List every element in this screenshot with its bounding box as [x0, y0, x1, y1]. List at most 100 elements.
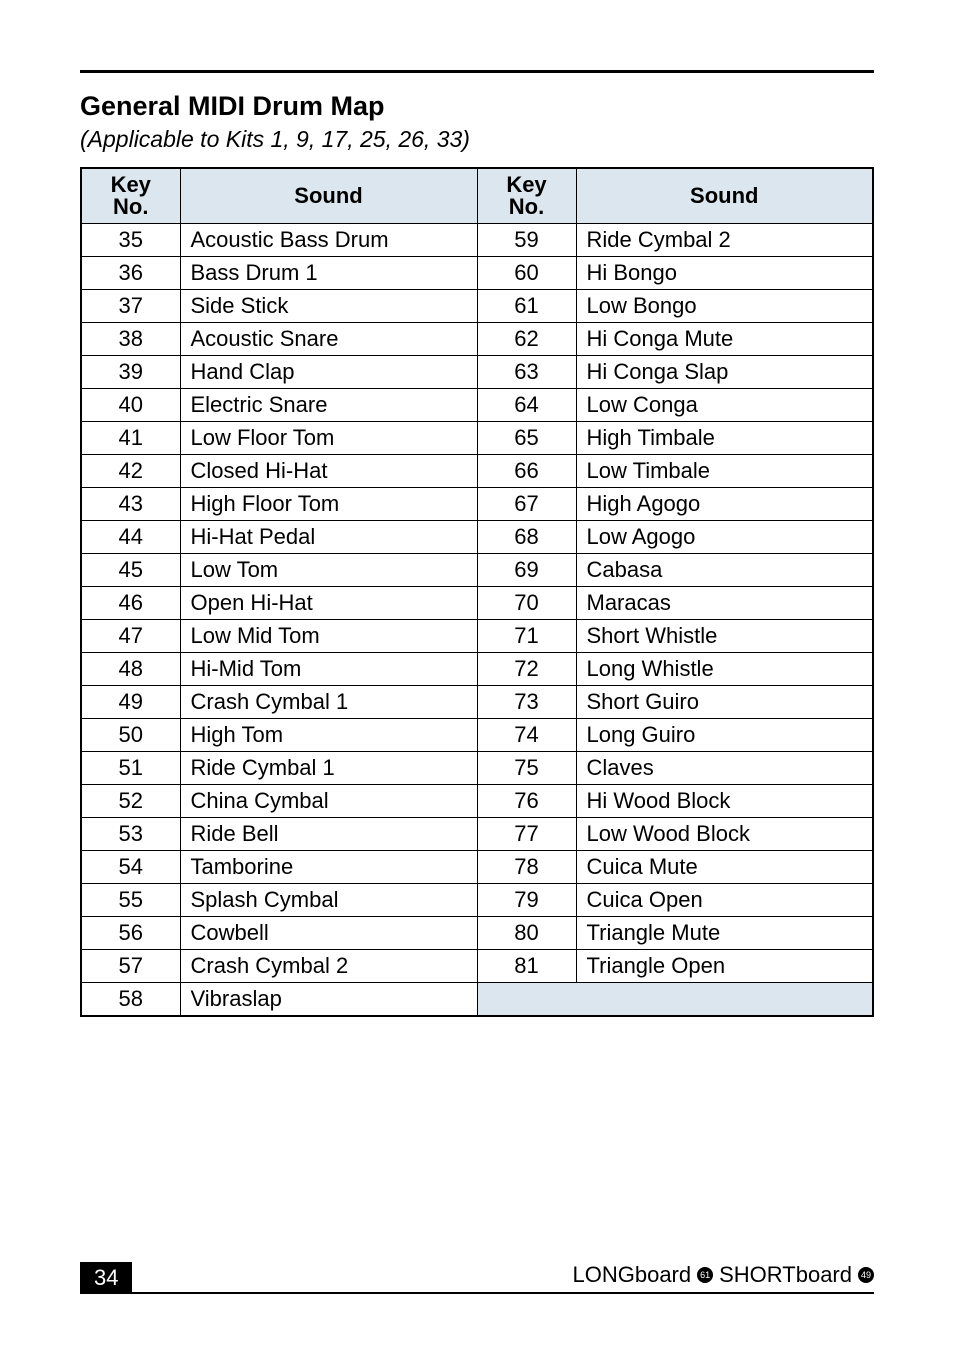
page-number: 34	[80, 1262, 132, 1294]
key-cell: 40	[81, 389, 180, 422]
key-cell: 81	[477, 950, 576, 983]
sound-cell: Low Mid Tom	[180, 620, 477, 653]
sound-cell: Cuica Open	[576, 884, 873, 917]
key-cell: 76	[477, 785, 576, 818]
sound-cell: Electric Snare	[180, 389, 477, 422]
key-cell: 74	[477, 719, 576, 752]
sound-cell: Low Floor Tom	[180, 422, 477, 455]
table-row: 47Low Mid Tom71Short Whistle	[81, 620, 873, 653]
header-key-left: Key No.	[81, 168, 180, 224]
table-row: 43High Floor Tom67High Agogo	[81, 488, 873, 521]
sound-cell: Ride Cymbal 2	[576, 224, 873, 257]
key-cell: 72	[477, 653, 576, 686]
sound-cell: Hi Conga Slap	[576, 356, 873, 389]
page-subtitle: (Applicable to Kits 1, 9, 17, 25, 26, 33…	[80, 126, 874, 153]
footer-product-text: LONGboard 61 SHORTboard 49	[573, 1262, 875, 1288]
key-cell: 37	[81, 290, 180, 323]
key-cell: 63	[477, 356, 576, 389]
table-row: 37Side Stick61Low Bongo	[81, 290, 873, 323]
footer: 34 LONGboard 61 SHORTboard 49	[80, 1262, 874, 1294]
sound-cell: Triangle Open	[576, 950, 873, 983]
header-sound-right: Sound	[576, 168, 873, 224]
table-row: 58Vibraslap	[81, 983, 873, 1017]
table-row: 56Cowbell80Triangle Mute	[81, 917, 873, 950]
key-cell: 58	[81, 983, 180, 1017]
key-cell: 53	[81, 818, 180, 851]
sound-cell: Hand Clap	[180, 356, 477, 389]
sound-cell: Long Whistle	[576, 653, 873, 686]
sound-cell: High Floor Tom	[180, 488, 477, 521]
table-row: 46Open Hi-Hat70Maracas	[81, 587, 873, 620]
sound-cell: Short Whistle	[576, 620, 873, 653]
sound-cell: Low Agogo	[576, 521, 873, 554]
key-cell: 66	[477, 455, 576, 488]
key-cell: 45	[81, 554, 180, 587]
table-row: 48Hi-Mid Tom72Long Whistle	[81, 653, 873, 686]
table-row: 51Ride Cymbal 175Claves	[81, 752, 873, 785]
sound-cell: Ride Bell	[180, 818, 477, 851]
table-row: 36Bass Drum 160Hi Bongo	[81, 257, 873, 290]
product-name-short: SHORTboard	[719, 1262, 852, 1288]
page-title: General MIDI Drum Map	[80, 91, 874, 122]
sound-cell: Acoustic Bass Drum	[180, 224, 477, 257]
header-key-right: Key No.	[477, 168, 576, 224]
key-cell: 73	[477, 686, 576, 719]
table-row: 57Crash Cymbal 281Triangle Open	[81, 950, 873, 983]
key-cell: 68	[477, 521, 576, 554]
sound-cell: Tamborine	[180, 851, 477, 884]
sound-cell: Hi Conga Mute	[576, 323, 873, 356]
sound-cell: Short Guiro	[576, 686, 873, 719]
key-cell: 56	[81, 917, 180, 950]
key-cell: 79	[477, 884, 576, 917]
sound-cell: Splash Cymbal	[180, 884, 477, 917]
sound-cell: Bass Drum 1	[180, 257, 477, 290]
sound-cell: Crash Cymbal 1	[180, 686, 477, 719]
sound-cell: Claves	[576, 752, 873, 785]
key-cell: 59	[477, 224, 576, 257]
sound-cell: Cowbell	[180, 917, 477, 950]
sound-cell: Open Hi-Hat	[180, 587, 477, 620]
table-row: 54Tamborine78Cuica Mute	[81, 851, 873, 884]
key-cell: 46	[81, 587, 180, 620]
key-cell: 39	[81, 356, 180, 389]
footer-rule: LONGboard 61 SHORTboard 49	[132, 1262, 874, 1294]
page: General MIDI Drum Map (Applicable to Kit…	[0, 0, 954, 1354]
table-row: 44Hi-Hat Pedal68Low Agogo	[81, 521, 873, 554]
sound-cell: Hi Wood Block	[576, 785, 873, 818]
table-row: 52China Cymbal76Hi Wood Block	[81, 785, 873, 818]
drum-map-table: Key No. Sound Key No. Sound 35Acoustic B…	[80, 167, 874, 1017]
key-cell: 48	[81, 653, 180, 686]
sound-cell: Hi-Mid Tom	[180, 653, 477, 686]
key-cell: 71	[477, 620, 576, 653]
table-row: 53Ride Bell77Low Wood Block	[81, 818, 873, 851]
key-cell: 64	[477, 389, 576, 422]
key-cell: 54	[81, 851, 180, 884]
key-cell: 55	[81, 884, 180, 917]
key-cell: 52	[81, 785, 180, 818]
sound-cell: Cabasa	[576, 554, 873, 587]
sound-cell: Low Timbale	[576, 455, 873, 488]
sound-cell: Hi Bongo	[576, 257, 873, 290]
table-row: 50High Tom74Long Guiro	[81, 719, 873, 752]
key-cell: 35	[81, 224, 180, 257]
key-cell: 70	[477, 587, 576, 620]
sound-cell: High Timbale	[576, 422, 873, 455]
sound-cell: Low Bongo	[576, 290, 873, 323]
sound-cell: Low Conga	[576, 389, 873, 422]
key-cell: 43	[81, 488, 180, 521]
key-cell: 67	[477, 488, 576, 521]
key-cell: 49	[81, 686, 180, 719]
table-row: 55Splash Cymbal79Cuica Open	[81, 884, 873, 917]
key-cell: 69	[477, 554, 576, 587]
sound-cell: China Cymbal	[180, 785, 477, 818]
table-row: 41Low Floor Tom65High Timbale	[81, 422, 873, 455]
sound-cell: Long Guiro	[576, 719, 873, 752]
sound-cell: High Agogo	[576, 488, 873, 521]
sound-cell: Closed Hi-Hat	[180, 455, 477, 488]
key-cell: 47	[81, 620, 180, 653]
sound-cell: Maracas	[576, 587, 873, 620]
key-cell: 62	[477, 323, 576, 356]
key-cell: 77	[477, 818, 576, 851]
key-cell: 80	[477, 917, 576, 950]
key-cell: 61	[477, 290, 576, 323]
